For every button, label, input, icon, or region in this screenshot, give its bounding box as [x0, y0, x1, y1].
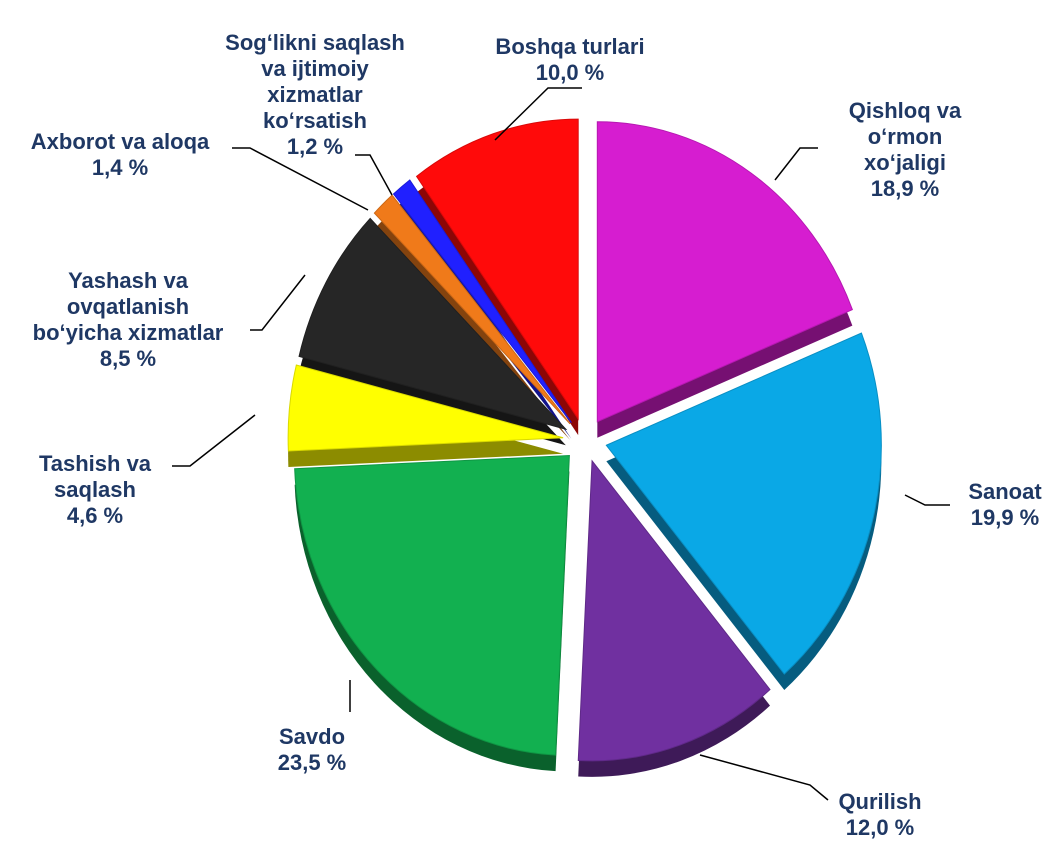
slice: [287, 364, 564, 452]
slice-label: Sog‘likni saqlash va ijtimoiy xizmatlar …: [225, 30, 405, 160]
category-label: Axborot va aloqa: [30, 129, 210, 154]
leader-line: [232, 147, 369, 211]
value-label: 10,0 %: [535, 60, 605, 85]
slice: [373, 194, 571, 425]
value-label: 12,0 %: [845, 815, 915, 840]
slice-label: Tashish va saqlash 4,6 %: [39, 451, 151, 529]
category-label: Sanoat: [968, 479, 1042, 504]
slice-label: Savdo 23,5 %: [278, 724, 347, 776]
value-label: 1,4 %: [91, 155, 149, 180]
leader-line: [172, 414, 256, 467]
slice: [392, 179, 572, 424]
category-label: Sog‘likni saqlash va ijtimoiy xizmatlar …: [225, 30, 405, 133]
slice-label: Axborot va aloqa 1,4 %: [31, 129, 209, 181]
category-label: Qurilish: [838, 789, 922, 814]
slice: [415, 118, 579, 421]
slice: [596, 121, 853, 423]
leader-line: [250, 274, 306, 331]
value-label: 18,9 %: [870, 176, 940, 201]
value-label: 4,6 %: [66, 503, 124, 528]
slice-label: Sanoat 19,9 %: [968, 479, 1041, 531]
leader-line: [494, 87, 582, 141]
category-label: Qishloq va o‘rmon xo‘jaligi: [848, 98, 962, 175]
value-label: 1,2 %: [286, 134, 344, 159]
slice-label: Qurilish 12,0 %: [838, 789, 921, 841]
slice: [577, 459, 771, 762]
slice-label: Qishloq va o‘rmon xo‘jaligi 18,9 %: [830, 98, 980, 202]
value-label: 19,9 %: [970, 505, 1040, 530]
category-label: Savdo: [278, 724, 346, 749]
slice: [298, 217, 568, 431]
leader-line: [774, 147, 818, 181]
slice-label: Boshqa turlari 10,0 %: [495, 34, 644, 86]
leader-line: [904, 494, 950, 506]
slice-label: Yashash va ovqatlanish bo‘yicha xizmatla…: [33, 268, 224, 372]
leader-line: [699, 754, 829, 801]
category-label: Boshqa turlari: [495, 34, 645, 59]
value-label: 23,5 %: [277, 750, 347, 775]
value-label: 8,5 %: [99, 346, 157, 371]
category-label: Yashash va ovqatlanish bo‘yicha xizmatla…: [32, 268, 224, 345]
slice: [605, 332, 882, 675]
slice: [294, 454, 570, 756]
leader-line: [355, 154, 393, 196]
category-label: Tashish va saqlash: [38, 451, 152, 502]
